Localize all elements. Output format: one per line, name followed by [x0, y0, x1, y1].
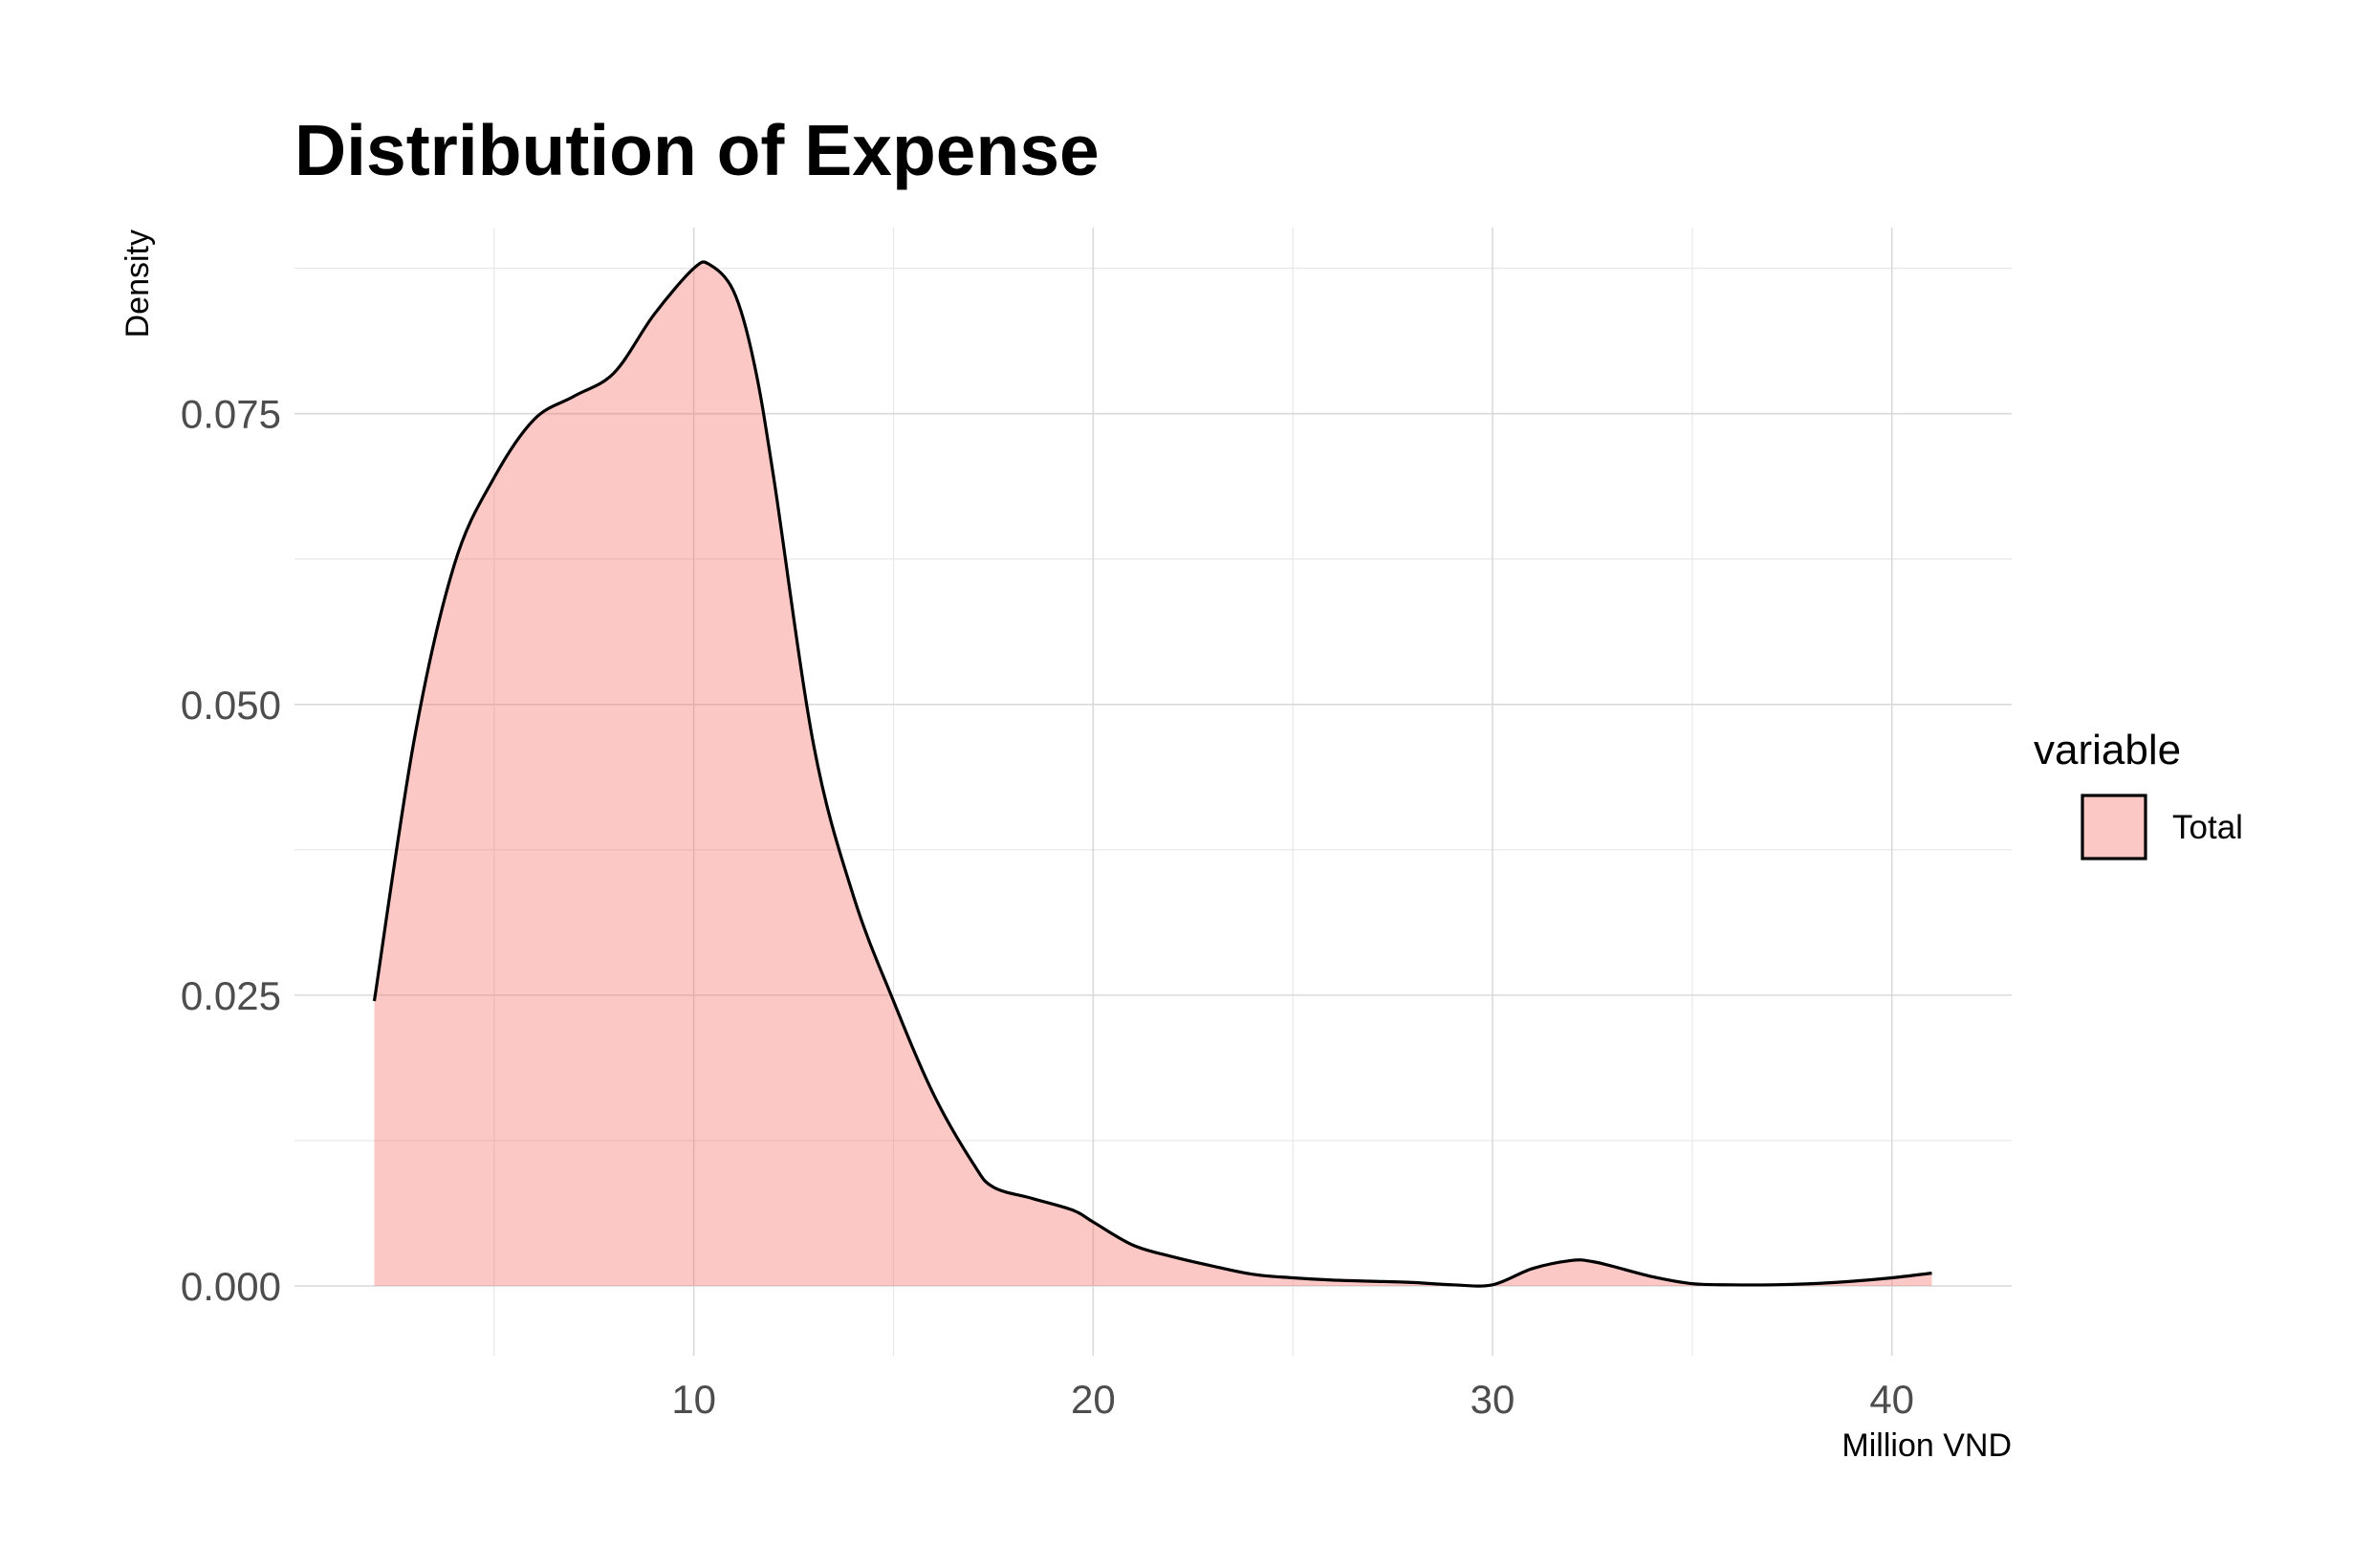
y-tick-label: 0.025 [181, 973, 281, 1018]
y-tick-label: 0.075 [181, 392, 281, 437]
y-axis-tick-labels: 0.000 0.025 0.050 0.075 [181, 392, 281, 1309]
y-tick-label: 0.000 [181, 1264, 281, 1309]
y-axis-title: Density [120, 229, 156, 338]
x-axis-tick-labels: 10 20 30 40 [671, 1377, 1914, 1422]
x-tick-label: 30 [1471, 1377, 1515, 1422]
legend-label: Total [2172, 809, 2243, 846]
legend: variable Total [2034, 727, 2243, 860]
x-tick-label: 10 [671, 1377, 716, 1422]
x-tick-label: 20 [1071, 1377, 1116, 1422]
density-line [372, 260, 1932, 1288]
legend-title: variable [2034, 727, 2181, 773]
density-area [374, 261, 1932, 1287]
density-series [372, 260, 1932, 1288]
legend-entries: Total [2081, 794, 2243, 860]
chart-title: Distribution of Expense [294, 110, 1100, 190]
y-tick-label: 0.050 [181, 683, 281, 728]
minor-gridlines [294, 228, 2012, 1356]
legend-key [2081, 794, 2147, 860]
x-tick-label: 40 [1869, 1377, 1914, 1422]
x-axis-title: Million VND [1841, 1427, 2012, 1464]
